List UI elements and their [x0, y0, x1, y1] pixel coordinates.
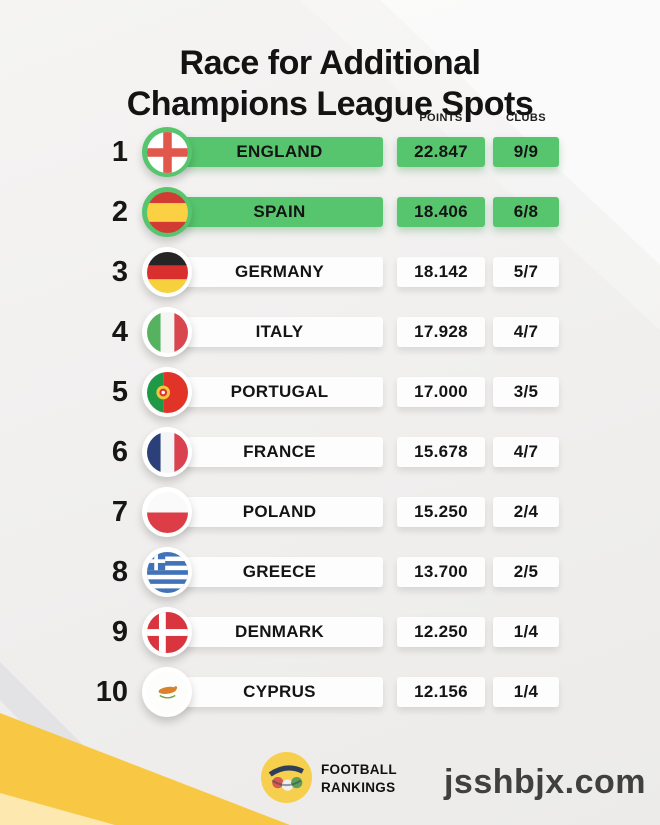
country-name: ITALY	[255, 322, 304, 341]
table-row: 2 SPAIN 18.406 6/8	[0, 185, 660, 245]
country-bar: FRANCE	[176, 437, 383, 467]
country-name: SPAIN	[253, 202, 306, 221]
country-name: GREECE	[242, 562, 317, 581]
points-cell: 12.250	[397, 617, 485, 647]
country-bar: PORTUGAL	[176, 377, 383, 407]
table-row: 9 DENMARK 12.250 1/4	[0, 605, 660, 665]
column-header-clubs: CLUBS	[506, 112, 546, 124]
clubs-cell: 2/4	[493, 497, 559, 527]
flag-greece-icon	[142, 547, 192, 597]
rank-number: 9	[111, 616, 128, 648]
points-cell: 13.700	[397, 557, 485, 587]
country-bar: DENMARK	[176, 617, 383, 647]
points-cell: 15.678	[397, 437, 485, 467]
table-row: 3 GERMANY 18.142 5/7	[0, 245, 660, 305]
rank-number: 4	[111, 316, 128, 348]
logo-text: FOOTBALL RANKINGS	[321, 761, 397, 797]
country-name: ENGLAND	[236, 142, 323, 161]
clubs-cell: 5/7	[493, 257, 559, 287]
rank-number: 5	[111, 376, 128, 408]
points-cell: 18.406	[397, 197, 485, 227]
flag-denmark-icon	[142, 607, 192, 657]
table-row: 8 GREECE 13.700 2/5	[0, 545, 660, 605]
watermark: jsshbjx.com	[443, 763, 646, 801]
table-row: 7 POLAND 15.250 2/4	[0, 485, 660, 545]
points-cell: 22.847	[397, 137, 485, 167]
country-bar: SPAIN	[176, 197, 383, 227]
country-bar: GERMANY	[176, 257, 383, 287]
country-name: DENMARK	[235, 622, 324, 641]
rank-number: 2	[111, 196, 128, 228]
country-name: PORTUGAL	[230, 382, 329, 401]
clubs-cell: 2/5	[493, 557, 559, 587]
table-row: 4 ITALY 17.928 4/7	[0, 305, 660, 365]
country-bar: CYPRUS	[176, 677, 383, 707]
football-rankings-logo-icon	[261, 752, 312, 803]
clubs-cell: 1/4	[493, 617, 559, 647]
country-name: GERMANY	[235, 262, 324, 281]
rank-number: 3	[111, 256, 128, 288]
country-bar: POLAND	[176, 497, 383, 527]
country-bar: ITALY	[176, 317, 383, 347]
flag-portugal-icon	[142, 367, 192, 417]
title-line-1: Race for Additional	[179, 43, 481, 82]
clubs-cell: 4/7	[493, 317, 559, 347]
flag-england-icon	[142, 127, 192, 177]
points-cell: 17.000	[397, 377, 485, 407]
table-row: 6 FRANCE 15.678 4/7	[0, 425, 660, 485]
column-header-points: POINTS	[419, 112, 463, 124]
rank-number: 8	[111, 556, 128, 588]
page-title: Race for Additional Champions League Spo…	[0, 43, 660, 126]
country-name: CYPRUS	[243, 682, 316, 701]
rank-number: 6	[111, 436, 128, 468]
flag-italy-icon	[142, 307, 192, 357]
table-row: 10 CYPRUS 12.156 1/4	[0, 665, 660, 725]
country-name: FRANCE	[243, 442, 316, 461]
country-name: POLAND	[242, 502, 317, 521]
clubs-cell: 1/4	[493, 677, 559, 707]
table-row: 1 ENGLAND 22.847 9/9	[0, 125, 660, 185]
clubs-cell: 4/7	[493, 437, 559, 467]
logo-text-line-2: RANKINGS	[321, 780, 396, 796]
flag-cyprus-icon	[142, 667, 192, 717]
flag-france-icon	[142, 427, 192, 477]
country-bar: GREECE	[176, 557, 383, 587]
flag-germany-icon	[142, 247, 192, 297]
clubs-cell: 6/8	[493, 197, 559, 227]
title-line-2: Champions League Spots	[126, 85, 534, 124]
table-row: 5 PORTUGAL 17.000 3/5	[0, 365, 660, 425]
rank-number: 7	[111, 496, 128, 528]
country-bar: ENGLAND	[176, 137, 383, 167]
clubs-cell: 3/5	[493, 377, 559, 407]
flag-spain-icon	[142, 187, 192, 237]
rank-number: 1	[111, 136, 128, 168]
clubs-cell: 9/9	[493, 137, 559, 167]
points-cell: 12.156	[397, 677, 485, 707]
flag-poland-icon	[142, 487, 192, 537]
rank-number: 10	[95, 676, 128, 708]
points-cell: 15.250	[397, 497, 485, 527]
points-cell: 17.928	[397, 317, 485, 347]
points-cell: 18.142	[397, 257, 485, 287]
logo-text-line-1: FOOTBALL	[321, 762, 397, 777]
